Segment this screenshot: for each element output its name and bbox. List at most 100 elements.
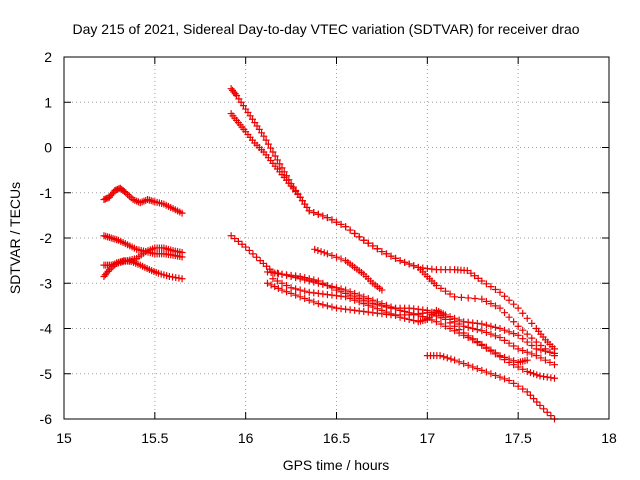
data-point: [482, 343, 490, 351]
series-track-b: [100, 232, 186, 261]
data-point: [514, 304, 522, 312]
series-track-e: [227, 85, 558, 353]
plot-frame: [63, 56, 610, 420]
data-point: [310, 276, 318, 284]
data-point: [551, 349, 558, 357]
data-point: [271, 152, 279, 160]
data-point: [487, 370, 495, 378]
data-point: [320, 249, 328, 257]
data-point: [405, 260, 413, 268]
data-point: [178, 248, 186, 256]
data-point: [305, 207, 313, 215]
data-point: [478, 320, 486, 328]
data-point: [519, 309, 527, 317]
data-point: [510, 379, 518, 387]
data-point: [296, 272, 304, 280]
data-point: [464, 332, 472, 340]
data-point: [310, 298, 318, 306]
data-point: [496, 373, 504, 381]
y-tick-label: -3: [40, 275, 53, 291]
data-point: [355, 233, 363, 241]
series-track-d: [100, 257, 186, 283]
data-point: [278, 286, 286, 294]
data-point: [337, 220, 345, 228]
data-point: [287, 284, 295, 292]
data-point: [346, 226, 354, 234]
data-point: [442, 322, 449, 330]
data-point: [505, 328, 513, 336]
data-point: [249, 250, 257, 258]
data-point: [496, 304, 504, 312]
data-point: [510, 342, 518, 350]
data-point: [551, 374, 558, 382]
data-point: [378, 286, 386, 294]
data-point: [491, 332, 499, 340]
data-point: [523, 338, 531, 346]
data-point: [496, 325, 504, 332]
data-point: [478, 327, 486, 335]
data-point: [125, 192, 133, 200]
data-point: [547, 412, 555, 420]
data-point: [360, 300, 368, 308]
data-point: [443, 354, 451, 362]
data-point: [487, 330, 495, 338]
data-point: [323, 250, 331, 258]
y-tick-label: -2: [40, 230, 53, 246]
data-point: [227, 232, 235, 240]
data-point: [491, 302, 499, 310]
data-point: [505, 296, 513, 304]
data-point: [442, 287, 449, 295]
data-point: [478, 340, 486, 348]
data-point: [253, 253, 261, 261]
data-point: [523, 367, 531, 375]
data-point: [310, 209, 318, 217]
data-point: [364, 239, 372, 247]
data-point: [510, 357, 518, 365]
data-point: [541, 356, 549, 364]
data-point: [305, 275, 313, 283]
data-point: [467, 269, 475, 277]
series-track-i: [263, 279, 531, 366]
data-point: [523, 348, 531, 356]
data-point: [523, 356, 531, 364]
data-point: [360, 236, 368, 244]
data-point: [540, 405, 548, 413]
data-point: [373, 305, 381, 313]
data-point: [501, 336, 509, 344]
data-point: [546, 358, 554, 366]
data-point: [314, 300, 322, 308]
y-tick-label: -5: [40, 366, 53, 382]
data-point: [410, 262, 418, 270]
data-point: [533, 371, 541, 379]
data-point: [469, 335, 477, 343]
data-point: [283, 288, 291, 296]
data-point: [328, 216, 336, 224]
data-point: [526, 369, 534, 377]
data-point: [382, 308, 390, 316]
data-point: [305, 296, 313, 304]
data-point: [523, 330, 531, 338]
data-point: [364, 301, 372, 309]
data-point: [392, 254, 400, 262]
data-point: [501, 309, 509, 317]
data-point: [532, 338, 540, 346]
series-track-j: [269, 275, 558, 357]
data-point: [296, 293, 304, 301]
data-point: [464, 294, 472, 302]
data-point: [491, 349, 499, 357]
data-point: [231, 90, 239, 98]
data-point: [328, 284, 336, 292]
series-track-l: [423, 352, 558, 423]
data-point: [505, 313, 513, 321]
data-point: [446, 313, 454, 321]
data-point: [491, 323, 499, 331]
data-point: [482, 328, 490, 336]
data-point: [351, 229, 359, 237]
data-point: [546, 348, 554, 356]
data-point: [319, 279, 327, 287]
data-point: [323, 282, 331, 290]
data-point: [292, 285, 300, 293]
data-point: [231, 235, 239, 243]
data-point: [382, 250, 390, 258]
data-point: [292, 291, 300, 299]
